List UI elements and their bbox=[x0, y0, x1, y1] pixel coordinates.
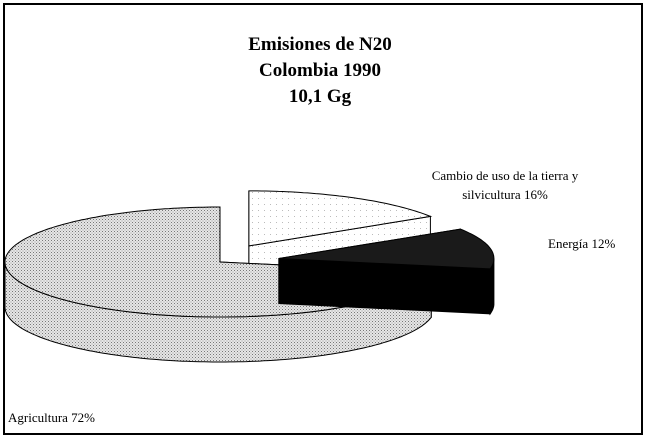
label-value: 16% bbox=[523, 187, 548, 202]
label-name: Cambio de uso de la tierra y silvicultur… bbox=[431, 168, 579, 202]
label-name: Agricultura bbox=[8, 410, 68, 425]
label-value: 72% bbox=[71, 410, 96, 425]
slice-label: Cambio de uso de la tierra y silvicultur… bbox=[430, 166, 580, 204]
label-value: 12% bbox=[591, 236, 616, 251]
slice bbox=[248, 190, 433, 247]
chart-title: Colombia 1990 bbox=[259, 60, 381, 81]
chart-title: Emisiones de N20 bbox=[248, 34, 392, 55]
slice-label: Energía 12% bbox=[548, 234, 615, 253]
pie bbox=[4, 190, 495, 363]
label-name: Energía bbox=[548, 236, 589, 251]
slice-label: Agricultura 72% bbox=[8, 408, 95, 427]
frame bbox=[3, 3, 643, 435]
chart-title: 10,1 Gg bbox=[289, 86, 352, 107]
slice bbox=[278, 228, 495, 270]
